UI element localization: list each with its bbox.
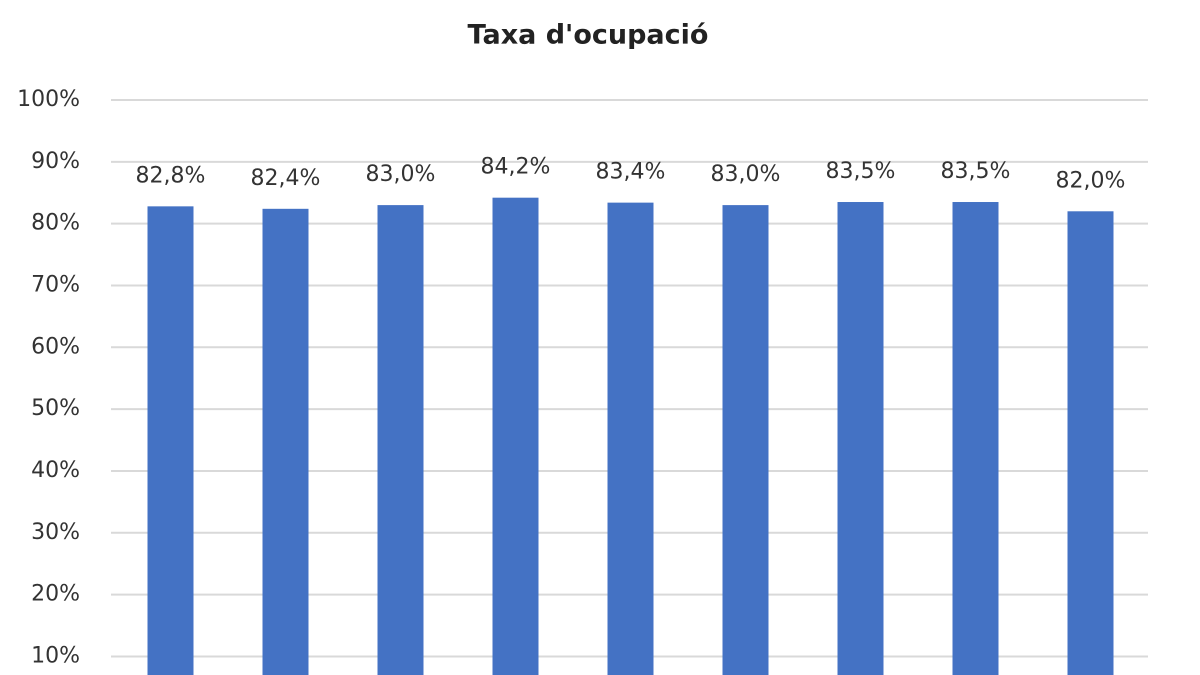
data-label: 84,2% [481, 155, 551, 180]
y-tick-label: 100% [17, 87, 80, 112]
bar [377, 205, 424, 675]
data-label: 82,4% [251, 166, 321, 191]
y-tick-label: 60% [31, 334, 80, 359]
bar [722, 205, 769, 675]
data-label: 83,4% [596, 160, 666, 185]
data-label: 82,0% [1056, 168, 1126, 193]
y-tick-label: 70% [31, 272, 80, 297]
data-label: 82,8% [136, 163, 206, 188]
data-label: 83,0% [711, 162, 781, 187]
data-label: 83,5% [941, 159, 1011, 184]
chart-title: Taxa d'ocupació [468, 20, 709, 51]
bar [952, 202, 999, 675]
y-tick-label: 80% [31, 211, 80, 236]
bar [837, 202, 884, 675]
y-tick-label: 10% [31, 643, 80, 668]
data-label: 83,5% [826, 159, 896, 184]
y-tick-label: 90% [31, 149, 80, 174]
y-tick-label: 30% [31, 520, 80, 545]
bar [147, 206, 194, 675]
bar [1067, 211, 1114, 675]
y-tick-label: 50% [31, 396, 80, 421]
bar [492, 197, 539, 675]
bar [607, 202, 654, 675]
y-tick-label: 40% [31, 458, 80, 483]
bar [262, 208, 309, 675]
y-tick-label: 20% [31, 582, 80, 607]
data-label: 83,0% [366, 162, 436, 187]
